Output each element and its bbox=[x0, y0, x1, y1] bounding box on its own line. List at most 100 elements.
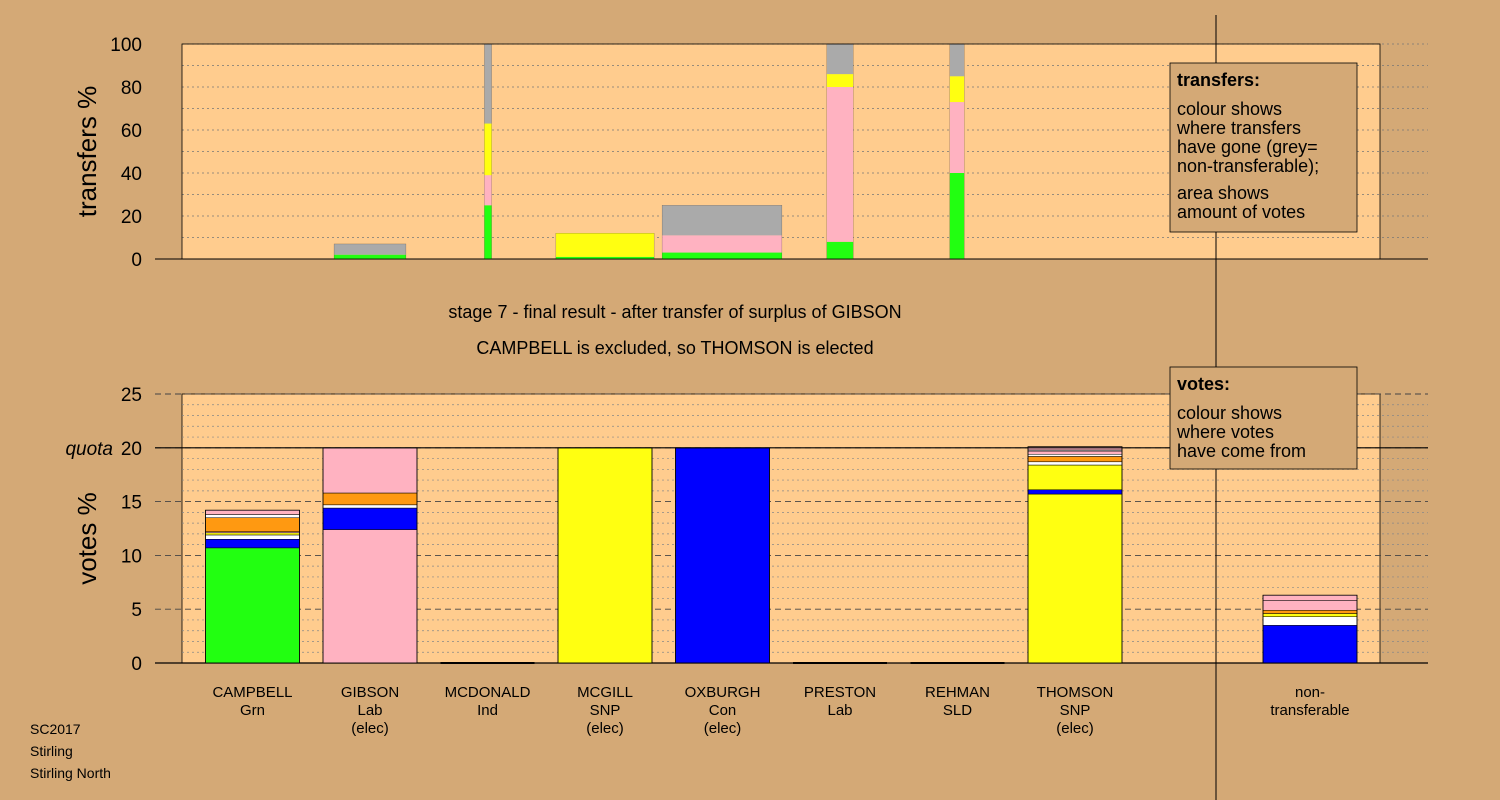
candidate-name: THOMSON bbox=[1037, 684, 1114, 701]
nontransferable-label: transferable bbox=[1270, 702, 1349, 719]
votes-y-tick-label: 25 bbox=[121, 385, 142, 406]
votes-y-tick-label: 20 bbox=[121, 439, 142, 460]
candidate-bar-segment bbox=[675, 447, 770, 664]
votes-bars bbox=[205, 446, 1358, 664]
candidate-name: CAMPBELL bbox=[212, 684, 292, 701]
candidate-elected: (elec) bbox=[351, 720, 389, 737]
transfers-bar-segment bbox=[334, 243, 406, 255]
nontransferable-bar-segment bbox=[1262, 594, 1358, 601]
transfers-legend-line: non-transferable); bbox=[1177, 156, 1319, 176]
candidate-bar-segment bbox=[322, 492, 418, 506]
nontransferable-bar-segment bbox=[1262, 613, 1358, 617]
candidate-bar-segment bbox=[322, 504, 418, 509]
votes-y-tick-labels: 0 5 10 15 20 25 bbox=[121, 385, 142, 675]
transfers-bar-segment bbox=[826, 44, 854, 75]
candidate-bar-outline bbox=[1027, 446, 1123, 664]
transfers-plot-border bbox=[181, 43, 1381, 260]
votes-y-tick-label: 15 bbox=[121, 493, 142, 514]
transfers-legend-line: area shows bbox=[1177, 183, 1269, 203]
candidate-elected: (elec) bbox=[586, 720, 624, 737]
candidate-bar-segment bbox=[205, 514, 300, 518]
transfers-y-axis-label: transfers % bbox=[72, 86, 102, 218]
transfers-y-tick-label: 40 bbox=[121, 164, 142, 185]
nontransferable-bar-segment bbox=[1262, 600, 1358, 611]
candidate-bar-segment bbox=[322, 447, 418, 494]
candidate-bar-segment bbox=[1027, 489, 1123, 495]
transfers-bar-segment bbox=[662, 205, 782, 236]
footer-line: Stirling North bbox=[30, 765, 111, 781]
transfers-bar-segment bbox=[484, 175, 492, 206]
stage-outcome: CAMPBELL is excluded, so THOMSON is elec… bbox=[476, 338, 873, 358]
candidate-labels: CAMPBELLGrnGIBSONLab(elec)MCDONALDIndMCG… bbox=[212, 684, 1349, 737]
candidate-name: PRESTON bbox=[804, 684, 876, 701]
transfers-legend-title: transfers: bbox=[1177, 70, 1260, 90]
votes-legend-title: votes: bbox=[1177, 374, 1230, 394]
candidate-bar-segment bbox=[1027, 493, 1123, 664]
candidate-bar-segment bbox=[557, 447, 653, 664]
candidate-name: OXBURGH bbox=[685, 684, 761, 701]
transfers-bars bbox=[333, 43, 965, 260]
candidate-party: Grn bbox=[240, 702, 265, 719]
candidate-party: Lab bbox=[357, 702, 382, 719]
candidate-bar-segment bbox=[1027, 454, 1123, 457]
candidate-party: SLD bbox=[943, 702, 972, 719]
stage-title: stage 7 - final result - after transfer … bbox=[448, 302, 901, 322]
candidate-party: Ind bbox=[477, 702, 498, 719]
candidate-elected: (elec) bbox=[1056, 720, 1094, 737]
transfers-y-tick-labels: 0 20 40 60 80 100 bbox=[110, 35, 142, 271]
footer-info: SC2017 Stirling Stirling North bbox=[30, 721, 111, 781]
nontransferable-bar-segment bbox=[1262, 610, 1358, 614]
candidate-party: SNP bbox=[1060, 702, 1091, 719]
transfers-y-tick-label: 0 bbox=[131, 250, 142, 271]
footer-line: SC2017 bbox=[30, 721, 81, 737]
transfers-y-tick-label: 20 bbox=[121, 207, 142, 228]
transfers-bar-segment bbox=[949, 76, 965, 103]
transfers-bar-segment bbox=[949, 102, 965, 173]
candidate-bar-segment bbox=[322, 507, 418, 530]
transfers-bar-segment bbox=[484, 123, 492, 176]
candidate-bar-segment bbox=[205, 547, 300, 664]
candidate-bar-segment bbox=[205, 532, 300, 536]
candidate-bar-outline bbox=[205, 509, 300, 664]
transfers-bar-segment bbox=[949, 44, 965, 77]
candidate-party: Con bbox=[709, 702, 737, 719]
candidate-bar-segment bbox=[322, 529, 418, 664]
transfers-bar-segment bbox=[826, 74, 854, 87]
nontransferable-bar-segment bbox=[1262, 625, 1358, 664]
candidate-bar-segment bbox=[205, 539, 300, 549]
quota-label: quota bbox=[65, 439, 113, 460]
votes-y-tick-label: 5 bbox=[131, 600, 142, 621]
votes-legend-line: colour shows bbox=[1177, 403, 1282, 423]
transfers-bar-segment bbox=[555, 256, 655, 259]
transfers-bar-segment bbox=[826, 87, 854, 242]
candidate-bar-segment bbox=[205, 509, 300, 515]
transfers-y-tick-label: 60 bbox=[121, 121, 142, 142]
transfers-legend-line: where transfers bbox=[1176, 118, 1301, 138]
transfers-bar-segment bbox=[662, 252, 782, 259]
nontransferable-bar-segment bbox=[1262, 616, 1358, 626]
transfers-y-tick-label: 100 bbox=[110, 35, 142, 56]
candidate-bar-segment bbox=[205, 517, 300, 532]
nontransferable-label: non- bbox=[1295, 684, 1325, 701]
footer-line: Stirling bbox=[30, 743, 73, 759]
votes-y-axis-label: votes % bbox=[72, 492, 102, 585]
votes-y-tick-label: 10 bbox=[121, 546, 142, 567]
transfers-legend-line: colour shows bbox=[1177, 99, 1282, 119]
candidate-bar-segment bbox=[1027, 456, 1123, 463]
votes-legend-box bbox=[1169, 366, 1358, 470]
votes-y-tick-label: 0 bbox=[131, 654, 142, 675]
transfers-bar-segment bbox=[826, 241, 854, 259]
candidate-party: Lab bbox=[827, 702, 852, 719]
candidate-elected: (elec) bbox=[704, 720, 742, 737]
transfers-bar-segment bbox=[484, 205, 492, 259]
transfers-y-tick-label: 80 bbox=[121, 78, 142, 99]
candidate-name: GIBSON bbox=[341, 684, 399, 701]
candidate-name: MCGILL bbox=[577, 684, 633, 701]
transfers-bar-segment bbox=[555, 233, 655, 257]
transfers-legend-line: have gone (grey= bbox=[1177, 137, 1318, 157]
transfers-bar-segment bbox=[662, 235, 782, 253]
candidate-party: SNP bbox=[590, 702, 621, 719]
